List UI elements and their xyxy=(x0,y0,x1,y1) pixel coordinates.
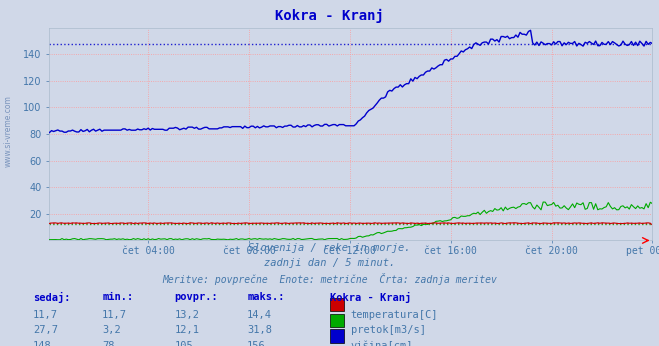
Text: pretok[m3/s]: pretok[m3/s] xyxy=(351,325,426,335)
Text: 11,7: 11,7 xyxy=(102,310,127,320)
Text: Slovenija / reke in morje.: Slovenija / reke in morje. xyxy=(248,243,411,253)
Text: 156: 156 xyxy=(247,341,266,346)
Text: 105: 105 xyxy=(175,341,193,346)
Text: min.:: min.: xyxy=(102,292,133,302)
Text: Meritve: povprečne  Enote: metrične  Črta: zadnja meritev: Meritve: povprečne Enote: metrične Črta:… xyxy=(162,273,497,285)
Text: višina[cm]: višina[cm] xyxy=(351,341,413,346)
Text: 14,4: 14,4 xyxy=(247,310,272,320)
Text: 78: 78 xyxy=(102,341,115,346)
Text: povpr.:: povpr.: xyxy=(175,292,218,302)
Text: Kokra - Kranj: Kokra - Kranj xyxy=(275,9,384,23)
Text: www.si-vreme.com: www.si-vreme.com xyxy=(3,95,13,167)
Text: Kokra - Kranj: Kokra - Kranj xyxy=(330,292,411,303)
Text: temperatura[C]: temperatura[C] xyxy=(351,310,438,320)
Text: 3,2: 3,2 xyxy=(102,325,121,335)
Text: zadnji dan / 5 minut.: zadnji dan / 5 minut. xyxy=(264,258,395,268)
Text: 27,7: 27,7 xyxy=(33,325,58,335)
Text: maks.:: maks.: xyxy=(247,292,285,302)
Text: 12,1: 12,1 xyxy=(175,325,200,335)
Text: 148: 148 xyxy=(33,341,51,346)
Text: 31,8: 31,8 xyxy=(247,325,272,335)
Text: sedaj:: sedaj: xyxy=(33,292,71,303)
Text: 13,2: 13,2 xyxy=(175,310,200,320)
Text: 11,7: 11,7 xyxy=(33,310,58,320)
